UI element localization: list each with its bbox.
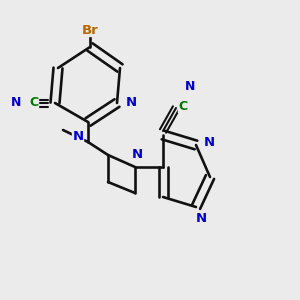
Text: N: N	[185, 80, 195, 92]
Text: N: N	[203, 136, 214, 148]
Text: C: C	[178, 100, 188, 112]
Text: N: N	[195, 212, 207, 226]
Text: N: N	[11, 97, 21, 110]
Text: N: N	[131, 148, 142, 161]
Text: C: C	[29, 97, 39, 110]
Text: N: N	[72, 130, 84, 142]
Text: Br: Br	[82, 23, 98, 37]
Text: N: N	[125, 97, 136, 110]
